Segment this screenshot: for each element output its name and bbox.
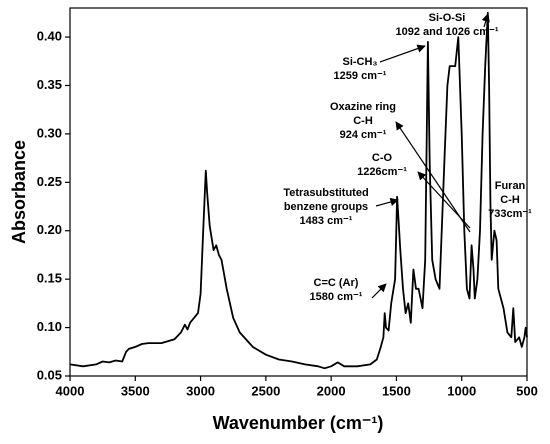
plot-frame [69, 7, 528, 377]
annotation: C=C (Ar) [314, 277, 359, 289]
annotation-arrow [375, 197, 399, 207]
annotation: C-H [500, 194, 520, 206]
annotation-arrow [379, 44, 426, 63]
y-tick-label: 0.10 [37, 319, 62, 334]
annotation: 924 cm⁻¹ [340, 129, 387, 141]
y-tick-label: 0.30 [37, 125, 62, 140]
y-tick-label: 0.35 [37, 77, 62, 92]
annotation: 1226cm⁻¹ [357, 166, 407, 178]
x-tick-label: 2500 [251, 383, 280, 398]
y-tick-label: 0.20 [37, 222, 62, 237]
x-tick-label: 2000 [317, 383, 346, 398]
annotation: Furan [495, 180, 526, 192]
x-tick-label: 3500 [121, 383, 150, 398]
annotation: Si-O-Si [429, 12, 466, 24]
y-tick-label: 0.05 [37, 367, 62, 382]
annotation: C-H [353, 115, 373, 127]
annotation-arrow [395, 121, 471, 233]
annotation: Si-CH₃ [342, 56, 377, 68]
annotation: 1259 cm⁻¹ [334, 70, 387, 82]
annotation: Oxazine ring [330, 101, 396, 113]
annotation: Tetrasubstituted [283, 187, 368, 199]
x-tick-label: 500 [516, 383, 538, 398]
x-axis-label: Wavenumber (cm⁻¹) [213, 413, 384, 433]
y-tick-label: 0.15 [37, 271, 62, 286]
annotation: 1092 and 1026 cm⁻¹ [395, 26, 498, 38]
annotation: 733cm⁻¹ [488, 208, 532, 220]
annotation: 1580 cm⁻¹ [310, 291, 363, 303]
y-tick-label: 0.40 [37, 28, 62, 43]
x-tick-label: 1000 [447, 383, 476, 398]
annotation-arrow [417, 171, 471, 229]
annotation: 1483 cm⁻¹ [300, 215, 353, 227]
annotation-arrow [371, 283, 387, 299]
x-tick-label: 4000 [56, 383, 85, 398]
annotation: benzene groups [284, 201, 368, 213]
x-tick-label: 1500 [382, 383, 411, 398]
spectrum-line [69, 11, 528, 370]
y-tick-label: 0.25 [37, 174, 62, 189]
annotation-arrow [481, 13, 490, 28]
y-axis-label: Absorbance [9, 140, 29, 244]
x-tick-label: 3000 [186, 383, 215, 398]
annotation: C-O [372, 152, 393, 164]
